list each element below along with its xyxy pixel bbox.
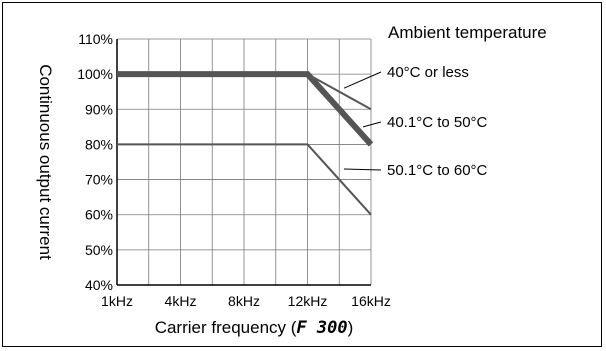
x-tick-label: 4kHz	[165, 293, 197, 309]
y-tick-label: 100%	[77, 66, 113, 82]
legend-title: Ambient temperature	[388, 23, 547, 42]
y-tick-label: 40%	[85, 277, 113, 293]
series-label: 40°C or less	[387, 64, 469, 81]
series-line-2	[117, 71, 374, 147]
chart-frame	[2, 2, 602, 347]
y-tick-label: 90%	[85, 101, 113, 117]
annotations: 40°C or less 40.1°C to 50°C 50.1°C to 60°C	[343, 64, 488, 179]
x-axis-title-text: Carrier frequency (	[155, 318, 297, 337]
series-line-3	[117, 143, 372, 216]
y-tick-labels: 40% 50% 60% 70% 80% 90% 100% 110%	[77, 31, 113, 293]
x-axis-parameter-code: F 300	[296, 318, 347, 338]
x-tick-label: 8kHz	[228, 293, 260, 309]
y-tick-label: 70%	[85, 172, 113, 188]
x-tick-label: 12kHz	[288, 293, 328, 309]
y-tick-label: 110%	[78, 31, 113, 47]
x-axis-title-close: )	[348, 318, 354, 337]
x-tick-label: 16kHz	[351, 293, 391, 309]
annotation-leader-line	[343, 168, 382, 171]
annotation-leader-line	[362, 121, 382, 128]
y-tick-label: 80%	[85, 136, 113, 152]
x-tick-labels: 1kHz 4kHz 8kHz 12kHz 16kHz	[101, 293, 391, 309]
y-axis-title: Continuous output current	[36, 64, 55, 260]
annotation-leader-line	[343, 71, 382, 89]
y-tick-label: 50%	[85, 242, 113, 258]
axes	[116, 39, 371, 286]
y-tick-label: 60%	[85, 207, 113, 223]
series-label: 40.1°C to 50°C	[387, 114, 488, 131]
x-axis-title: Carrier frequency (F 300)	[155, 318, 354, 338]
series-label: 50.1°C to 60°C	[387, 162, 488, 179]
x-tick-label: 1kHz	[101, 293, 133, 309]
series-lines	[117, 71, 374, 216]
